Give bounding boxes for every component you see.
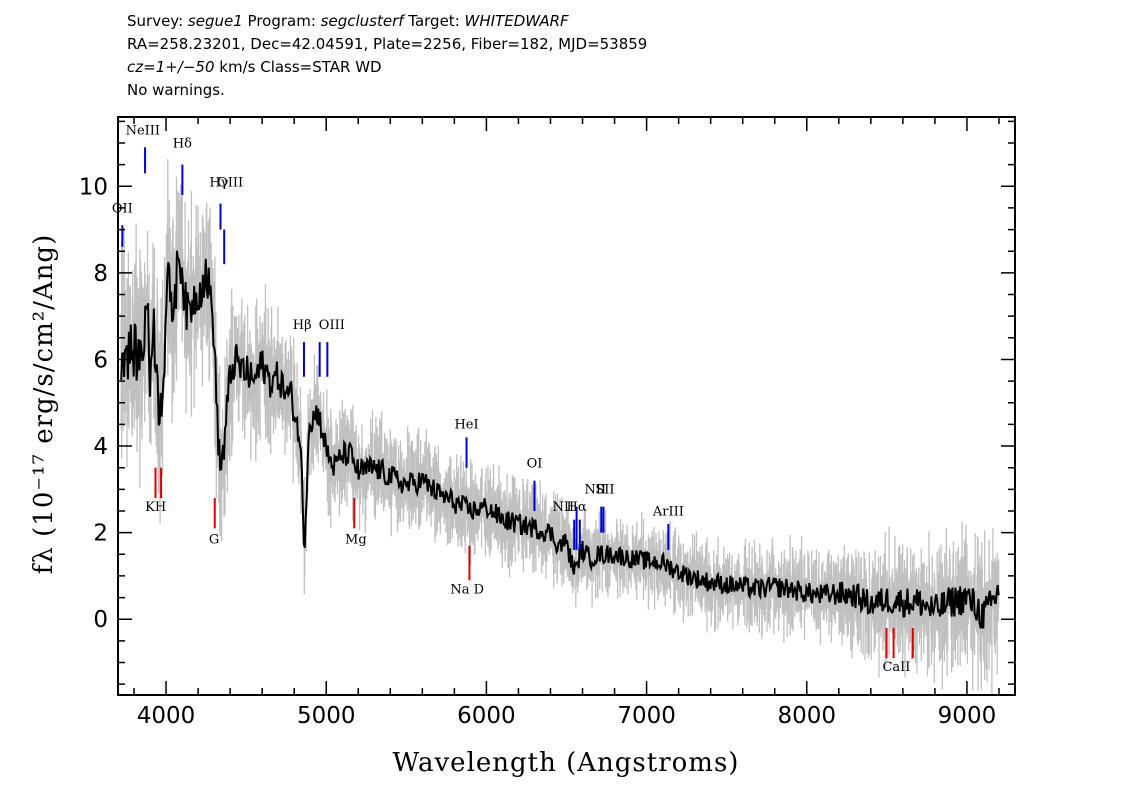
header-line-2: RA=258.23201, Dec=42.04591, Plate=2256, … [127,35,648,53]
flux-noise-strokes [120,158,1000,695]
survey-value: segue1 [187,12,243,30]
y-tick-label: 8 [93,261,108,287]
survey-label: Survey: [127,12,188,30]
emission-line-label: SII [595,483,614,498]
emission-line-label: OII [112,201,133,216]
absorption-line-label: CaII [882,660,910,675]
class-value: km/s Class=STAR WD [214,58,382,76]
redshift-value: cz=1+/−50 [127,58,215,76]
plot-axes: 4000 5000 6000 7000 8000 9000 0 2 4 6 8 10 [79,116,1016,729]
y-axis-title: fλ (10⁻¹⁷ erg/s/cm²/Ang) [29,234,59,574]
emission-line-label: Hα [567,500,587,515]
flux-noise-band [120,158,1000,695]
target-value: WHITEDWARF [464,12,569,30]
absorption-line-label: Na D [450,582,484,597]
x-tick-label: 4000 [137,703,196,729]
emission-line-label: Hγ [209,175,228,190]
emission-line-label: Hδ [173,136,192,151]
x-tick-label: 9000 [938,703,997,729]
x-tick-label: 6000 [457,703,516,729]
flux-series-line [120,250,1000,629]
emission-line-label: NII [585,483,607,498]
emission-line-label: OIII [217,175,243,190]
emission-line-label: NII [552,500,574,515]
y-tick-label: 0 [93,607,108,633]
x-tick-label: 7000 [617,703,676,729]
emission-line-label: Hβ [293,318,312,333]
absorption-line-label: Mg [345,532,367,547]
y-tick-label: 10 [79,174,108,200]
target-label: Target: [403,12,465,30]
y-tick-label: 6 [93,347,108,373]
x-tick-label: 8000 [777,703,836,729]
emission-line-label: OIII [319,318,345,333]
absorption-line-label: KH [145,500,166,515]
emission-line-label: OI [527,457,543,472]
absorption-line-label: G [209,532,219,547]
spectrum-header: Survey: segue1 Program: segclusterf Targ… [127,10,647,102]
y-tick-label: 2 [93,521,108,547]
emission-line-label: NeIII [126,123,160,138]
emission-line-label: ArIII [652,504,684,519]
emission-line-label: HeI [454,418,478,433]
header-line-3: cz=1+/−50 km/s Class=STAR WD [127,56,647,79]
header-line-1: Survey: segue1 Program: segclusterf Targ… [127,10,647,33]
program-value: segclusterf [320,12,404,30]
x-axis-title: Wavelength (Angstroms) [393,748,740,778]
x-tick-label: 5000 [297,703,356,729]
y-tick-label: 4 [93,434,108,460]
axis-ticks [118,117,1015,695]
header-line-4: No warnings. [127,81,225,99]
plot-frame [117,116,1016,696]
program-label: Program: [242,12,321,30]
